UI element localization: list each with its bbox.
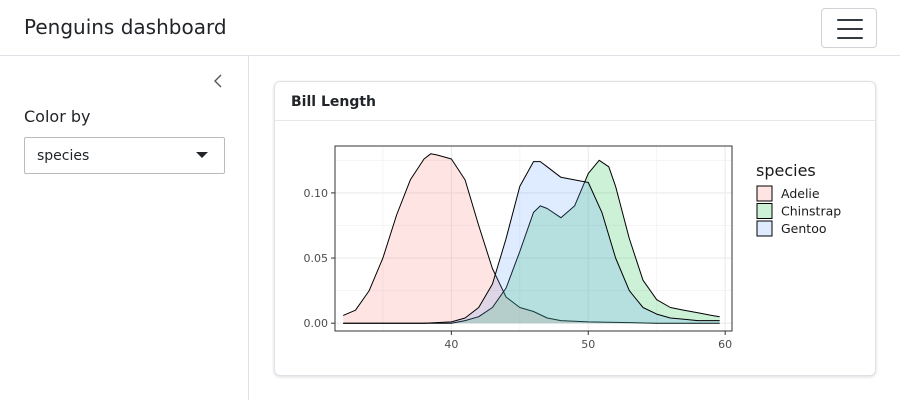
sidebar: Color by species	[0, 56, 249, 400]
menu-toggle-button[interactable]	[821, 8, 877, 48]
legend-key-bg-gentoo	[757, 221, 772, 236]
sidebar-collapse-button[interactable]	[207, 70, 229, 92]
color-by-value: species	[37, 148, 90, 164]
density-line-chinstrap	[343, 159, 720, 324]
legend-label-chinstrap: Chinstrap	[781, 204, 841, 219]
legend-title: species	[756, 161, 816, 180]
legend-key-bg-chinstrap	[757, 203, 772, 219]
chevron-left-icon	[214, 74, 222, 88]
x-tick-label: 40	[444, 338, 458, 351]
density-line-gentoo	[343, 161, 720, 324]
plot-border	[334, 145, 733, 332]
color-by-label: Color by	[24, 107, 91, 126]
y-tick-label: 0.00	[304, 317, 329, 330]
x-tick-label: 60	[718, 338, 732, 351]
x-tick-label: 50	[581, 338, 595, 351]
main-content: Bill Length 40 50 60 0.00 0.05 0.10 species Ade…	[250, 56, 900, 400]
density-area-adelie	[343, 153, 720, 324]
caret-down-icon	[196, 152, 208, 158]
legend-key-chinstrap	[756, 203, 773, 219]
bill-length-card: Bill Length 40 50 60 0.00 0.05 0.10 species Ade…	[274, 81, 876, 376]
bill-length-density-chart: 40 50 60 0.00 0.05 0.10 species Adelie Chinstrap…	[304, 145, 841, 351]
page-title: Penguins dashboard	[24, 15, 227, 39]
legend-label-gentoo: Gentoo	[781, 221, 827, 236]
plot-panel	[335, 146, 732, 331]
y-tick-label: 0.05	[304, 252, 329, 265]
navbar: Penguins dashboard	[0, 0, 900, 56]
legend-key-adelie	[756, 185, 773, 202]
legend-label-adelie: Adelie	[781, 186, 820, 201]
card-title: Bill Length	[291, 94, 377, 110]
color-by-select[interactable]: species	[24, 137, 225, 174]
y-tick-label: 0.10	[304, 187, 329, 200]
density-line-adelie	[343, 153, 720, 324]
hamburger-menu-icon	[837, 19, 863, 39]
legend-key-bg-adelie	[757, 186, 772, 201]
legend-key-gentoo	[756, 220, 773, 237]
card-header: Bill Length	[275, 82, 875, 121]
